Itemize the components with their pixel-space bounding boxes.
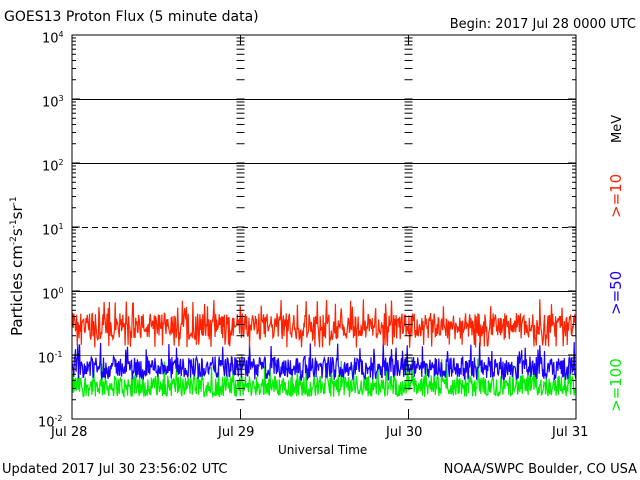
y-tick-label-6: 104 [42, 28, 64, 46]
y-tick-base: 10 [42, 159, 59, 175]
series-layer [71, 299, 577, 399]
y-axis-label-s: s [8, 228, 26, 237]
y-axis-label: Particles cm-2s-1sr-1 [6, 196, 26, 336]
x-tick-jul28: Jul 28 [51, 425, 88, 440]
legend-ge100: >=100 [607, 358, 625, 412]
y-axis-label-word: Particles cm [8, 245, 26, 336]
y-axis-exp-s: -1 [9, 219, 19, 229]
series-line-2 [71, 358, 577, 399]
series-line-0 [71, 299, 577, 348]
y-tick-base: 10 [42, 287, 59, 303]
y-tick-label-1: 10-1 [38, 348, 63, 366]
y-tick-exponent: -2 [54, 414, 63, 423]
y-tick-exponent: 1 [58, 222, 64, 231]
y-tick-label-4: 102 [42, 156, 64, 174]
y-tick-label-5: 103 [42, 92, 64, 110]
y-axis-exp-sr: -1 [9, 196, 19, 206]
updated-time: Updated 2017 Jul 30 23:56:02 UTC [2, 462, 228, 477]
x-tick-jul29: Jul 29 [218, 425, 255, 440]
legend-unit-mev: MeV [610, 114, 625, 143]
y-tick-label-3: 101 [42, 220, 64, 238]
y-tick-exponent: 0 [58, 286, 64, 295]
grid-layer [72, 34, 576, 420]
begin-time: Begin: 2017 Jul 28 0000 UTC [449, 17, 636, 32]
series-line-1 [71, 341, 577, 381]
legend-ge50: >=50 [607, 270, 625, 315]
y-tick-base: 10 [42, 31, 59, 47]
y-tick-exponent: 4 [58, 30, 64, 39]
y-tick-label-2: 100 [42, 284, 64, 302]
y-tick-base: 10 [38, 351, 55, 367]
y-axis-label-sr: sr [8, 205, 26, 220]
y-tick-base: 10 [42, 95, 59, 111]
x-tick-jul31: Jul 31 [552, 425, 589, 440]
y-axis-exp-cm: -2 [9, 236, 19, 246]
credit: NOAA/SWPC Boulder, CO USA [443, 462, 637, 477]
plot-frame [71, 34, 577, 420]
y-tick-base: 10 [38, 415, 55, 431]
legend-ge10: >=10 [607, 173, 625, 218]
chart-title: GOES13 Proton Flux (5 minute data) [4, 9, 259, 25]
x-tick-jul30: Jul 30 [386, 425, 423, 440]
y-tick-label-0: 10-2 [38, 412, 63, 430]
y-tick-exponent: -1 [54, 350, 63, 359]
y-tick-exponent: 2 [58, 158, 64, 167]
x-axis-label: Universal Time [278, 443, 368, 457]
y-tick-base: 10 [42, 223, 59, 239]
y-tick-exponent: 3 [58, 94, 64, 103]
